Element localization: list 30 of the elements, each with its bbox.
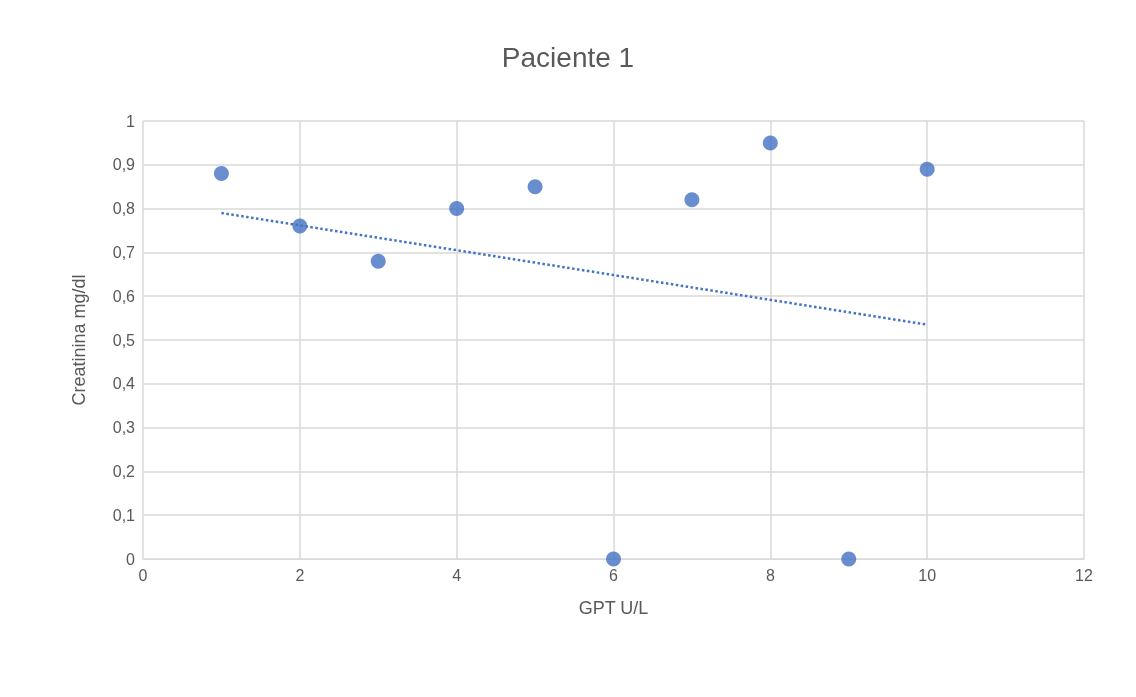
x-tick-label: 10 (918, 566, 937, 584)
point (919, 161, 935, 177)
y-tick-label: 0,1 (112, 506, 136, 524)
y-tick-label: 0,8 (112, 200, 136, 218)
point (527, 179, 543, 195)
x-tick-label: 0 (138, 566, 148, 584)
y-axis-title: Creatinina mg/dl (69, 274, 89, 406)
x-axis-title: GPT U/L (578, 598, 649, 618)
point (606, 551, 621, 567)
y-tick-label: 0,5 (112, 331, 136, 349)
x-tick-label: 4 (452, 566, 462, 584)
y-tick-label: 0,9 (112, 156, 136, 174)
y-tick-label: 1 (126, 112, 136, 130)
x-tick-label: 12 (1075, 566, 1093, 584)
y-tick-label: 0,3 (112, 419, 136, 437)
x-tick-label: 6 (609, 566, 619, 584)
point (449, 201, 465, 217)
point (684, 192, 700, 208)
y-tick-label: 0,2 (112, 462, 136, 480)
point (762, 135, 778, 151)
x-tick-label: 8 (765, 566, 775, 584)
y-tick-label: 0,4 (112, 375, 136, 393)
y-tick-label: 0,6 (112, 287, 136, 305)
y-tick-label: 0,7 (112, 243, 136, 261)
x-tick-label: 2 (295, 566, 305, 584)
point (841, 551, 857, 567)
point (213, 166, 229, 182)
y-tick-label: 0 (126, 550, 136, 568)
chart-title: Paciente 1 (501, 41, 635, 73)
point (370, 253, 386, 269)
